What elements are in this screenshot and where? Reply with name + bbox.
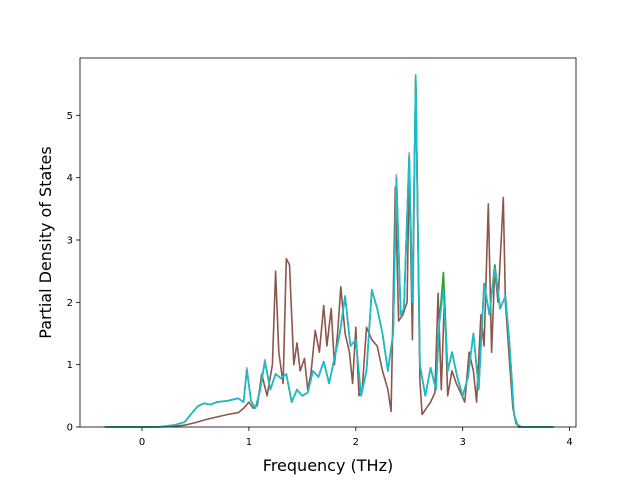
y-tick-label: 1	[67, 360, 73, 371]
y-axis-ticks: 0 1 2 3 4 5	[67, 111, 80, 434]
y-tick-label: 4	[67, 173, 73, 184]
x-tick-label: 4	[566, 437, 572, 448]
y-axis-label: Partial Density of States	[36, 146, 55, 338]
y-tick-label: 3	[67, 236, 73, 247]
x-axis-label: Frequency (THz)	[263, 456, 393, 475]
y-tick-label: 5	[67, 111, 73, 122]
x-tick-label: 0	[139, 437, 145, 448]
plot-area	[80, 58, 576, 427]
series-line-4	[104, 74, 554, 428]
plot-frame	[79, 57, 577, 428]
x-tick-label: 1	[246, 437, 252, 448]
y-tick-label: 2	[67, 298, 73, 309]
x-tick-label: 2	[353, 437, 359, 448]
y-tick-label: 0	[67, 423, 73, 434]
series-layer	[104, 74, 554, 428]
x-axis-ticks: 0 1 2 3 4	[139, 427, 573, 448]
series-line-1	[104, 77, 554, 428]
x-tick-label: 3	[460, 437, 466, 448]
